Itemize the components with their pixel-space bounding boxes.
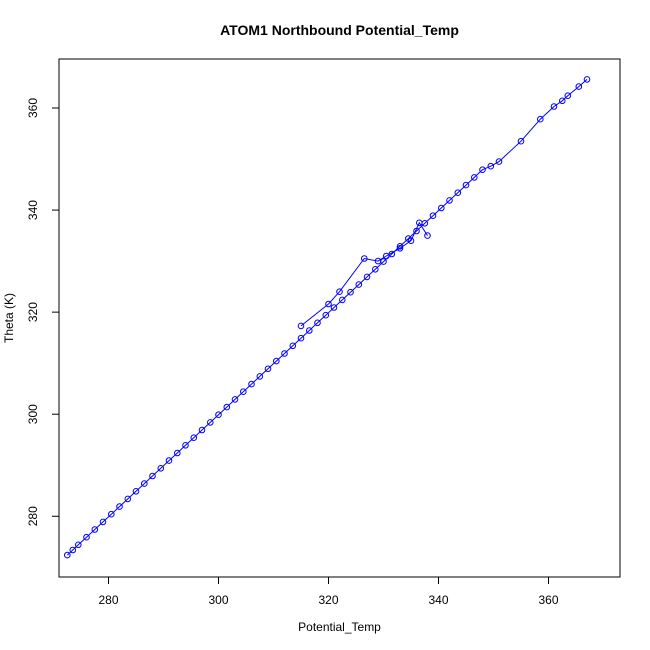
data-point	[372, 266, 379, 273]
data-point	[495, 158, 503, 165]
data-point	[157, 465, 165, 472]
data-point	[454, 189, 462, 196]
data-point	[336, 288, 343, 296]
data-point	[124, 495, 132, 503]
data-point	[207, 419, 214, 426]
data-point	[517, 137, 525, 145]
data-point	[64, 551, 71, 559]
data-point	[487, 162, 495, 170]
data-point	[330, 304, 338, 311]
data-point	[429, 212, 437, 219]
data-point	[198, 426, 206, 434]
data-point	[256, 373, 264, 380]
data-point	[325, 300, 332, 308]
data-point	[550, 103, 558, 110]
data-point	[91, 526, 99, 533]
data-point	[306, 327, 313, 334]
data-point	[322, 311, 330, 319]
x-tick-label: 280	[98, 593, 118, 607]
x-axis: 280 300 320 340 360	[98, 576, 559, 607]
data-point	[83, 533, 90, 541]
data-point	[273, 357, 280, 365]
data-point	[99, 518, 107, 526]
data-point	[314, 319, 321, 327]
x-tick-label: 340	[428, 593, 448, 607]
data-point	[537, 115, 544, 123]
series-1-line	[66, 79, 588, 556]
plot-frame	[58, 58, 621, 578]
data-point	[223, 403, 231, 411]
data-point	[174, 449, 181, 457]
data-point	[116, 503, 123, 510]
data-point	[215, 411, 222, 419]
data-point	[559, 97, 566, 105]
data-point	[297, 334, 305, 342]
plot-area	[64, 76, 591, 559]
data-point	[281, 350, 288, 357]
data-point	[416, 219, 423, 227]
data-point	[149, 472, 156, 480]
data-point	[165, 457, 173, 464]
data-point	[424, 232, 431, 239]
data-point	[407, 237, 415, 244]
data-point	[374, 257, 382, 265]
data-point	[396, 245, 404, 252]
y-tick-label: 320	[26, 302, 40, 322]
series-2-line	[300, 221, 428, 327]
x-tick-label: 360	[538, 593, 558, 607]
y-tick-label: 340	[26, 200, 40, 220]
data-point	[564, 92, 572, 99]
data-point	[355, 281, 363, 288]
data-point	[190, 434, 198, 442]
chart-title: ATOM1 Northbound Potential_Temp	[220, 22, 459, 38]
x-tick-label: 300	[208, 593, 228, 607]
data-point	[462, 181, 470, 189]
data-point	[231, 396, 239, 403]
data-point	[75, 541, 82, 549]
x-tick-label: 320	[318, 593, 338, 607]
data-point	[141, 480, 148, 487]
x-axis-label: Potential_Temp	[298, 620, 381, 634]
data-point	[132, 488, 140, 495]
data-point	[248, 380, 255, 388]
data-point	[383, 252, 390, 260]
data-point	[108, 510, 115, 518]
data-point	[264, 365, 272, 373]
data-point	[289, 342, 297, 350]
data-point	[446, 197, 453, 204]
data-point	[361, 255, 368, 262]
data-point	[479, 166, 486, 173]
data-point	[347, 288, 354, 296]
y-axis: 280 300 320 340 360	[26, 98, 60, 526]
data-point	[438, 204, 445, 212]
data-point	[182, 442, 189, 449]
data-point	[583, 76, 591, 83]
y-axis-label: Theta (K)	[2, 293, 16, 343]
data-point	[575, 83, 583, 90]
y-tick-label: 280	[26, 506, 40, 526]
data-point	[297, 322, 305, 330]
data-point	[471, 174, 478, 181]
y-tick-label: 300	[26, 404, 40, 424]
data-point	[363, 273, 371, 281]
data-point	[69, 546, 77, 554]
data-point	[240, 388, 247, 396]
data-point	[339, 296, 346, 304]
y-tick-label: 360	[26, 98, 40, 118]
